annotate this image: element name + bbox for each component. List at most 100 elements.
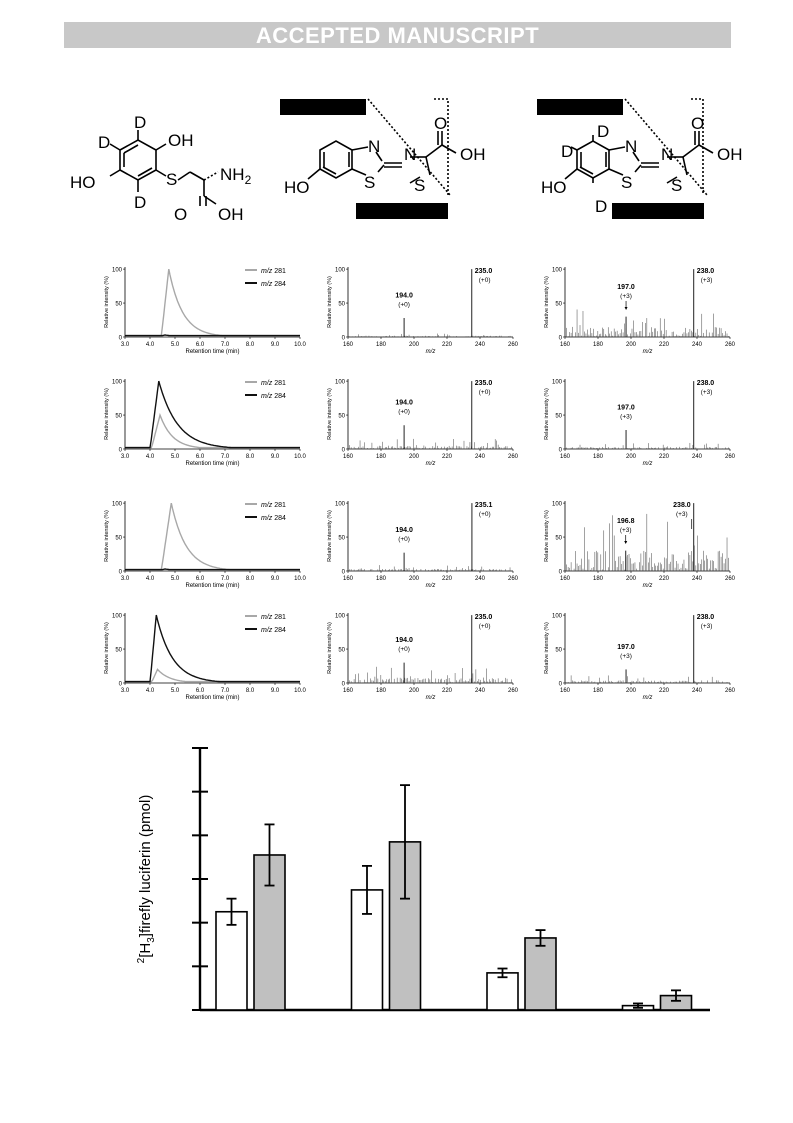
x-tick-label: 220	[442, 342, 453, 348]
x-tick-label: 9.0	[271, 576, 280, 582]
x-tick-label: 4.0	[146, 454, 155, 460]
carbonyl-oxygen-label: O	[174, 205, 187, 224]
nitrogen-label: N	[404, 145, 416, 164]
bar	[350, 889, 384, 1011]
x-tick-label: 10.0	[294, 342, 306, 348]
fragment-ion-shift: (+0)	[398, 301, 410, 308]
y-tick-label: 50	[338, 414, 345, 420]
x-tick-label: 260	[508, 576, 519, 582]
x-tick-label: 3.0	[121, 342, 130, 348]
x-tick-label: 220	[659, 342, 670, 348]
bar	[524, 937, 557, 1011]
carboxyl-hydroxyl-label: OH	[717, 145, 743, 164]
x-tick-label: 8.0	[246, 454, 255, 460]
structure-deuterated-firefly-luciferin: D D D N N S S HO O OH	[537, 98, 743, 219]
chromatogram-panel: 0 50 100 3.0 4.0 5.0 6.0 7.0 8.0 9.0 10.0 Relative …	[104, 267, 306, 355]
carboxyl-hydroxyl-label: OH	[460, 145, 486, 164]
x-tick-label: 260	[725, 576, 736, 582]
carbonyl-oxygen-label: O	[691, 114, 704, 133]
parent-ion-shift: (+3)	[701, 389, 713, 396]
mass-spectrum-deuterated: 0 50 100 160 180 200 220 240 260 Relative intensi…	[544, 501, 736, 589]
trace-mz-284	[125, 380, 300, 449]
y-tick-label: 0	[559, 448, 563, 454]
x-axis-label: m/z	[643, 461, 653, 467]
y-axis-label: Relative intensity (%)	[327, 622, 333, 674]
y-tick-label: 100	[112, 502, 123, 508]
y-tick-label: 100	[112, 268, 123, 274]
x-tick-label: 220	[442, 576, 453, 582]
y-tick-label: 50	[555, 536, 562, 542]
x-tick-label: 220	[659, 454, 670, 460]
luciferin-bar-chart: 2[H3]firefly luciferin (pmol)	[136, 747, 710, 1012]
y-tick-label: 100	[335, 502, 346, 508]
y-tick-label: 0	[119, 336, 123, 342]
mass-spectrum-deuterated: 0 50 100 160 180 200 220 240 260 Relative intensi…	[544, 379, 736, 467]
x-axis-label: Retention time (min)	[185, 583, 239, 589]
x-tick-label: 7.0	[221, 576, 230, 582]
hydroxyl-label: OH	[168, 131, 194, 150]
x-tick-label: 5.0	[171, 576, 180, 582]
parent-ion-label: 235.0	[475, 380, 493, 387]
y-tick-label: 50	[115, 648, 122, 654]
y-axis-label: Relative intensity (%)	[544, 388, 550, 440]
mass-spectrum-deuterated: 0 50 100 160 180 200 220 240 260 Relative intensi…	[544, 613, 736, 701]
hydroxyl-label: HO	[284, 178, 310, 197]
sulfur-label: S	[621, 173, 632, 192]
sulfur-label: S	[414, 176, 425, 195]
amine-label: NH2	[220, 165, 252, 187]
x-tick-label: 5.0	[171, 454, 180, 460]
deuterium-label: D	[595, 197, 607, 216]
x-tick-label: 160	[560, 342, 571, 348]
fragment-ion-label: 196.8	[617, 518, 635, 525]
x-tick-label: 260	[725, 454, 736, 460]
x-tick-label: 3.0	[121, 454, 130, 460]
x-tick-label: 220	[442, 454, 453, 460]
legend-label: m/z 284	[261, 393, 286, 400]
parent-ion-label: 238.0	[697, 268, 715, 275]
x-tick-label: 160	[343, 688, 354, 694]
sulfur-label: S	[364, 173, 375, 192]
x-tick-label: 9.0	[271, 688, 280, 694]
y-axis-label: Relative intensity (%)	[104, 622, 110, 674]
x-tick-label: 180	[376, 342, 387, 348]
fragment-ion-shift: (+0)	[398, 536, 410, 543]
parent-ion-label: 238.0	[697, 614, 715, 621]
x-axis-label: m/z	[426, 461, 436, 467]
x-axis-label: Retention time (min)	[185, 461, 239, 467]
legend-label: m/z 284	[261, 627, 286, 634]
fragment-arrowhead	[624, 541, 628, 544]
y-tick-label: 100	[112, 380, 123, 386]
sulfur-label: S	[671, 176, 682, 195]
y-tick-label: 100	[335, 268, 346, 274]
y-tick-label: 50	[338, 302, 345, 308]
deuterium-label: D	[561, 142, 573, 161]
x-axis-label: m/z	[643, 583, 653, 589]
fragment-ion-shift: (+3)	[620, 653, 632, 660]
bar	[215, 910, 248, 1011]
x-tick-label: 240	[692, 454, 703, 460]
parent-ion-label: 238.0	[697, 380, 715, 387]
x-tick-label: 160	[343, 342, 354, 348]
chromatogram-panel: 0 50 100 3.0 4.0 5.0 6.0 7.0 8.0 9.0 10.0 Relative …	[104, 501, 306, 589]
hydroxyl-label: HO	[541, 178, 567, 197]
fragment-ion-shift: (+3)	[620, 527, 632, 534]
y-tick-label: 100	[552, 502, 563, 508]
x-tick-label: 180	[593, 454, 604, 460]
mass-spectrum-unlabeled: 0 50 100 160 180 200 220 240 260 Relative intensi…	[327, 613, 519, 701]
x-axis-label: m/z	[643, 349, 653, 355]
x-tick-label: 180	[593, 688, 604, 694]
y-axis-label: Relative intensity (%)	[104, 276, 110, 328]
x-tick-label: 10.0	[294, 688, 306, 694]
panel-row: 0 50 100 3.0 4.0 5.0 6.0 7.0 8.0 9.0 10.0 Relative …	[104, 613, 736, 701]
panel-row: 0 50 100 3.0 4.0 5.0 6.0 7.0 8.0 9.0 10.0 Relative …	[104, 267, 736, 355]
deuterium-label: D	[98, 133, 110, 152]
y-axis-label: Relative intensity (%)	[544, 510, 550, 562]
x-tick-label: 7.0	[221, 454, 230, 460]
x-tick-label: 240	[692, 576, 703, 582]
y-tick-label: 0	[342, 448, 346, 454]
y-tick-label: 0	[342, 336, 346, 342]
x-tick-label: 200	[409, 576, 420, 582]
x-tick-label: 220	[659, 688, 670, 694]
parent-ion-label: 238.0	[673, 502, 691, 509]
x-tick-label: 9.0	[271, 454, 280, 460]
